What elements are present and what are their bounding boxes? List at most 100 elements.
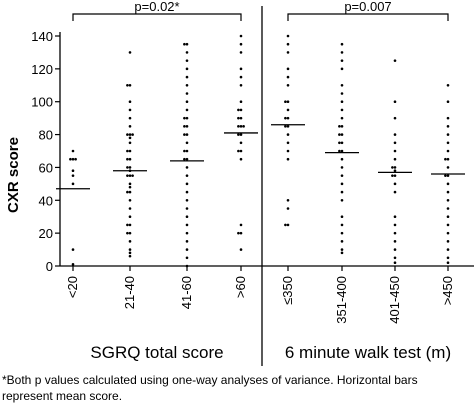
data-point (446, 248, 450, 251)
data-point (183, 133, 186, 136)
data-point (185, 182, 189, 186)
data-point (126, 83, 129, 87)
data-point (286, 133, 290, 136)
data-point (185, 190, 189, 194)
data-point (340, 125, 344, 128)
data-point (185, 59, 189, 62)
data-point (239, 149, 243, 153)
data-point (286, 125, 290, 128)
data-point (286, 51, 290, 54)
data-point (128, 198, 132, 202)
data-point (393, 100, 397, 104)
data-point (237, 149, 240, 153)
data-point (185, 166, 189, 169)
data-point (446, 166, 450, 169)
data-point (183, 149, 186, 153)
data-point (126, 231, 129, 235)
data-point (239, 42, 243, 46)
data-point (126, 166, 129, 169)
data-point (242, 125, 245, 128)
y-axis-label: CXR score (5, 137, 22, 213)
y-tick-label: 20 (39, 226, 53, 241)
data-point (183, 116, 186, 120)
data-point (393, 240, 397, 243)
data-point (340, 182, 344, 186)
data-point (128, 157, 132, 161)
footnote-line-2: represent mean score. (2, 389, 123, 403)
data-point (340, 198, 344, 202)
data-point (286, 75, 290, 79)
data-point (340, 92, 344, 95)
data-point (340, 59, 344, 62)
data-point (340, 51, 344, 54)
data-point (185, 215, 189, 219)
data-point (239, 141, 243, 145)
data-point (239, 116, 243, 120)
data-point (185, 223, 189, 227)
data-point (237, 133, 240, 136)
data-point (340, 174, 344, 177)
x-tick-label: 401-450 (387, 276, 402, 324)
data-point (340, 240, 344, 243)
data-point (446, 215, 450, 219)
data-point (185, 116, 189, 120)
data-point (393, 169, 397, 173)
data-point (340, 157, 344, 161)
data-point (446, 207, 450, 210)
data-point (128, 83, 132, 87)
footnote-line-1: *Both p values calculated using one-way … (2, 373, 418, 387)
significance-bracket (72, 13, 242, 21)
y-tick-label: 80 (39, 128, 53, 143)
data-point (239, 100, 243, 104)
data-point (391, 166, 394, 169)
data-point (185, 125, 189, 128)
data-point (71, 182, 75, 186)
y-tick-label: 120 (31, 62, 53, 77)
panel-2: p=0.007 ≤350 351-400 401-450 >450 6 minute wa… (271, 0, 465, 362)
data-point (340, 231, 344, 235)
data-point (239, 125, 243, 128)
data-point (71, 248, 75, 251)
data-point (126, 149, 129, 153)
data-point (393, 215, 397, 219)
data-point (446, 125, 450, 128)
data-point (340, 116, 344, 120)
data-point (185, 67, 189, 71)
data-point (340, 141, 344, 145)
data-point (185, 256, 189, 260)
data-point (239, 231, 243, 235)
data-point (185, 100, 189, 104)
data-point (185, 174, 189, 177)
cxr-score-chart: CXR score 0 20 40 60 80 100 120 140 p=0.02* <20 2… (5, 0, 474, 366)
data-point (286, 223, 290, 227)
p-value-label: p=0.02* (134, 0, 179, 14)
data-point (446, 116, 450, 120)
data-point (444, 174, 447, 177)
data-point (284, 100, 287, 104)
data-point (239, 223, 243, 227)
data-point (340, 100, 344, 104)
data-point (185, 240, 189, 243)
data-point (444, 157, 447, 161)
data-point (185, 141, 189, 145)
data-point (185, 51, 189, 54)
data-point (131, 174, 134, 177)
data-point (74, 157, 77, 161)
data-point (391, 174, 394, 177)
data-point (393, 231, 397, 235)
data-point (393, 174, 397, 177)
data-point (446, 83, 450, 87)
data-point (286, 83, 290, 87)
data-point (393, 133, 397, 136)
data-point (286, 100, 290, 104)
data-point (393, 256, 397, 260)
data-point (340, 223, 344, 227)
data-point (128, 116, 132, 120)
data-point (128, 223, 132, 227)
data-point (340, 248, 344, 251)
x-tick-label: 41-60 (179, 276, 194, 309)
data-point (446, 240, 450, 243)
data-point (239, 108, 243, 112)
data-point (446, 100, 450, 104)
data-point (393, 59, 397, 62)
